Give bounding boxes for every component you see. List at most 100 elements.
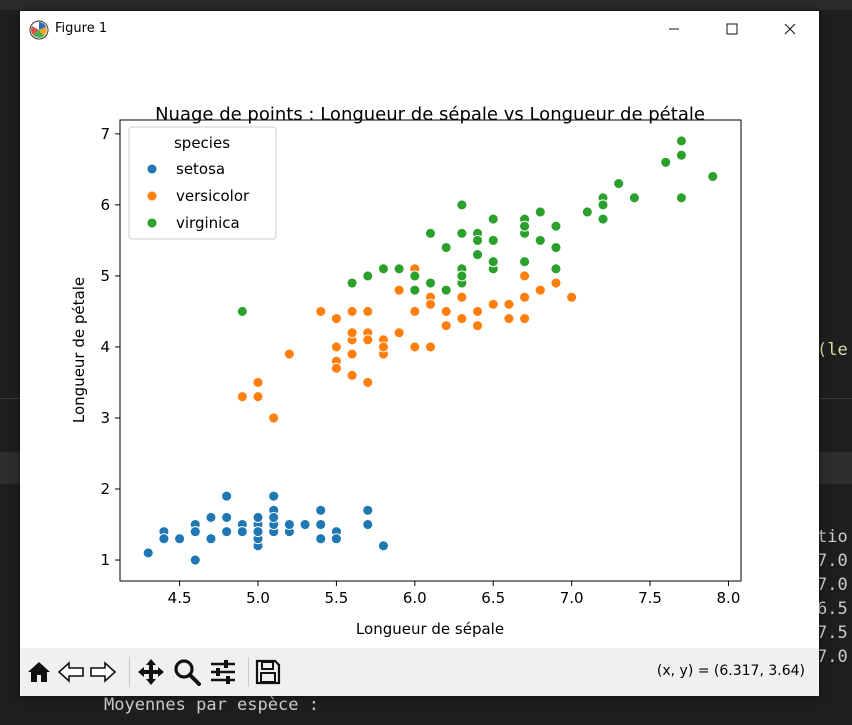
data-point-virginica [487, 213, 499, 225]
data-point-virginica [519, 220, 531, 232]
legend-marker-versicolor [146, 190, 158, 202]
data-point-setosa [252, 511, 264, 523]
data-point-virginica [487, 256, 499, 268]
data-point-versicolor [346, 348, 358, 360]
plot-frame [119, 119, 742, 582]
toolbar-separator [129, 657, 130, 687]
data-point-setosa [236, 526, 248, 538]
y-tick-label: 2 [100, 480, 110, 498]
legend-label-setosa: setosa [176, 160, 225, 178]
y-tick-label: 5 [100, 267, 110, 285]
home-button[interactable] [24, 658, 54, 686]
data-point-versicolor [440, 305, 452, 317]
legend-box [128, 126, 277, 240]
legend-label-versicolor: versicolor [176, 187, 250, 205]
back-arrow-icon [57, 661, 84, 683]
data-point-versicolor [456, 313, 468, 324]
x-tick-label: 6.5 [481, 589, 505, 607]
x-tick-label: 7.0 [560, 589, 584, 607]
data-point-setosa [205, 511, 217, 523]
terminal-value-1: 7.0 [817, 551, 848, 571]
data-point-setosa [221, 511, 233, 523]
home-icon [28, 662, 50, 682]
data-point-versicolor [330, 313, 342, 324]
data-point-versicolor [503, 313, 515, 324]
data-point-virginica [519, 256, 531, 268]
data-point-versicolor [519, 270, 531, 282]
data-point-setosa [362, 519, 374, 530]
legend-marker-setosa [146, 163, 158, 175]
data-point-versicolor [425, 341, 436, 353]
figure-window: Figure 1 Nuage de points : Longueur de s… [20, 11, 819, 696]
configure-subplots-icon [211, 660, 235, 684]
data-point-versicolor [472, 320, 483, 332]
data-point-setosa [315, 504, 327, 516]
x-tick-label: 7.5 [638, 589, 662, 607]
y-tick-label: 4 [100, 338, 110, 356]
data-point-versicolor [362, 377, 374, 388]
y-axis-label: Longueur de pétale [70, 277, 88, 423]
data-point-versicolor [487, 298, 499, 310]
configure-subplots-button[interactable] [208, 658, 238, 686]
data-point-versicolor [346, 327, 358, 339]
minimize-button[interactable] [645, 11, 703, 47]
data-point-virginica [707, 171, 719, 182]
save-icon [255, 659, 281, 685]
data-point-versicolor [440, 320, 452, 332]
figure-canvas[interactable]: Nuage de points : Longueur de sépale vs … [20, 49, 819, 647]
data-point-versicolor [472, 305, 483, 317]
data-point-virginica [675, 149, 687, 161]
terminal-text-fragment: tio [817, 527, 848, 547]
navigation-toolbar: (x, y) = (6.317, 3.64) [20, 648, 819, 696]
terminal-value-4: 7.5 [817, 623, 848, 643]
data-point-virginica [472, 234, 483, 246]
terminal-output-line: Moyennes par espèce : [104, 695, 319, 715]
data-points [142, 135, 719, 566]
data-point-setosa [315, 533, 327, 545]
data-point-setosa [378, 540, 389, 552]
data-point-versicolor [409, 341, 421, 353]
maximize-icon [726, 23, 738, 35]
close-button[interactable] [761, 11, 819, 47]
data-point-setosa [299, 519, 311, 530]
zoom-button[interactable] [172, 658, 202, 686]
data-point-setosa [142, 547, 154, 559]
data-point-versicolor [425, 298, 436, 310]
data-point-virginica [362, 270, 374, 282]
data-point-setosa [189, 554, 201, 566]
close-icon [784, 23, 796, 35]
legend-marker-virginica [146, 217, 158, 229]
x-tick-label: 5.0 [246, 589, 270, 607]
x-tick-label: 4.5 [168, 589, 192, 607]
data-point-setosa [174, 533, 186, 545]
data-point-virginica [550, 242, 562, 253]
legend[interactable]: species setosa versicolor virginica [128, 126, 277, 240]
data-point-setosa [252, 526, 264, 538]
terminal-value-3: 6.5 [817, 599, 848, 619]
y-tick-label: 3 [100, 409, 110, 427]
data-point-versicolor [362, 305, 374, 317]
data-point-virginica [597, 199, 609, 211]
cursor-coordinates: (x, y) = (6.317, 3.64) [656, 663, 805, 679]
legend-title: species [174, 134, 230, 152]
data-point-setosa [221, 526, 233, 538]
data-point-versicolor [519, 313, 531, 324]
editor-top-bar [0, 0, 852, 10]
x-tick-label: 5.5 [324, 589, 348, 607]
data-point-versicolor [456, 291, 468, 303]
maximize-button[interactable] [703, 11, 761, 47]
forward-button[interactable] [88, 658, 118, 686]
pan-button[interactable] [136, 658, 166, 686]
data-point-versicolor [534, 284, 546, 296]
back-button[interactable] [56, 658, 86, 686]
data-point-setosa [205, 533, 217, 545]
data-point-virginica [534, 206, 546, 218]
save-button[interactable] [253, 658, 283, 686]
series-virginica [236, 135, 719, 317]
series-versicolor [236, 263, 578, 424]
data-point-virginica [409, 270, 421, 282]
title-bar[interactable]: Figure 1 [20, 11, 819, 49]
data-point-virginica [487, 234, 499, 246]
data-point-virginica [675, 135, 687, 147]
data-point-versicolor [519, 291, 531, 303]
